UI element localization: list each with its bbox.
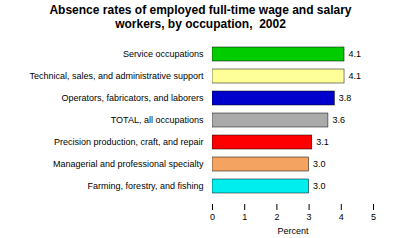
svg-text:Farming, forestry, and fishing: Farming, forestry, and fishing: [88, 181, 204, 191]
svg-text:4.1: 4.1: [349, 71, 362, 81]
svg-text:3: 3: [307, 212, 312, 222]
svg-text:3.0: 3.0: [313, 181, 326, 191]
svg-text:3.0: 3.0: [313, 159, 326, 169]
svg-text:1: 1: [242, 212, 247, 222]
svg-text:Technical, sales, and administ: Technical, sales, and administrative sup…: [29, 71, 204, 81]
svg-text:2: 2: [274, 212, 279, 222]
svg-text:4: 4: [339, 212, 344, 222]
html-text:Absence rates of employed full: Absence rates of employed full-time wage…: [49, 3, 352, 31]
svg-text:Precision production, craft, a: Precision production, craft, and repair: [54, 137, 204, 147]
svg-text:Managerial and professional sp: Managerial and professional specialty: [53, 159, 204, 169]
svg-text:Operators, fabricators, and la: Operators, fabricators, and laborers: [61, 93, 204, 103]
svg-text:Service occupations: Service occupations: [123, 49, 204, 59]
svg-text:3.8: 3.8: [339, 93, 352, 103]
svg-text:3.1: 3.1: [316, 137, 329, 147]
svg-text:3.6: 3.6: [332, 115, 345, 125]
svg-text:0: 0: [210, 212, 215, 222]
svg-text:5: 5: [371, 212, 376, 222]
svg-text:TOTAL, all occupations: TOTAL, all occupations: [111, 115, 204, 125]
svg-text:4.1: 4.1: [349, 49, 362, 59]
svg-text:Percent: Percent: [277, 226, 309, 236]
